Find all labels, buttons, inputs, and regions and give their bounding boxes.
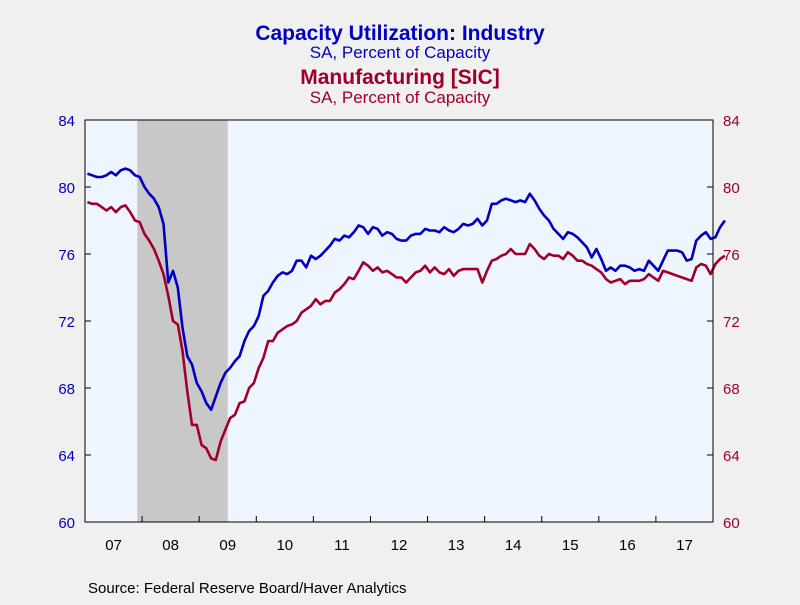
industry-series-line <box>86 167 726 412</box>
right-y-tick-label: 76 <box>723 247 740 264</box>
left-y-tick-label: 64 <box>58 448 75 465</box>
x-tick-label: 14 <box>505 537 522 554</box>
x-axis: 07 08 09 10 11 12 13 14 15 16 17 <box>84 516 693 554</box>
left-y-axis: 60 64 68 72 76 80 84 <box>58 113 91 532</box>
right-y-tick-label: 80 <box>723 180 740 197</box>
source-note: Source: Federal Reserve Board/Haver Anal… <box>88 580 406 597</box>
x-tick-label: 17 <box>676 537 693 554</box>
x-tick-label: 13 <box>448 537 465 554</box>
left-y-tick-label: 68 <box>58 381 75 398</box>
left-y-tick-label: 60 <box>58 515 75 532</box>
right-y-tick-label: 72 <box>723 314 740 331</box>
x-tick-label: 12 <box>391 537 408 554</box>
left-y-tick-label: 72 <box>58 314 75 331</box>
right-y-tick-label: 60 <box>723 515 740 532</box>
left-y-tick-label: 76 <box>58 247 75 264</box>
x-tick-label: 15 <box>562 537 579 554</box>
right-y-tick-label: 64 <box>723 448 740 465</box>
x-tick-label: 16 <box>619 537 636 554</box>
chart-subtitle: SA, Percent of Capacity <box>310 88 491 107</box>
x-tick-label: 11 <box>334 537 350 554</box>
series-layer <box>86 167 726 462</box>
x-tick-label: 09 <box>219 537 236 554</box>
chart-title: Manufacturing [SIC] <box>300 66 500 89</box>
right-y-axis: 60 64 68 72 76 80 84 <box>707 113 740 532</box>
right-y-tick-label: 84 <box>723 113 740 130</box>
x-tick-label: 08 <box>162 537 179 554</box>
manufacturing-series-line <box>86 200 726 462</box>
x-tick-label: 10 <box>276 537 293 554</box>
chart-subtitle: SA, Percent of Capacity <box>310 43 491 62</box>
left-y-tick-label: 80 <box>58 180 75 197</box>
x-tick-label: 07 <box>105 537 122 554</box>
right-y-tick-label: 68 <box>723 381 740 398</box>
left-y-tick-label: 84 <box>58 113 75 130</box>
chart-title: Capacity Utilization: Industry <box>255 22 545 45</box>
